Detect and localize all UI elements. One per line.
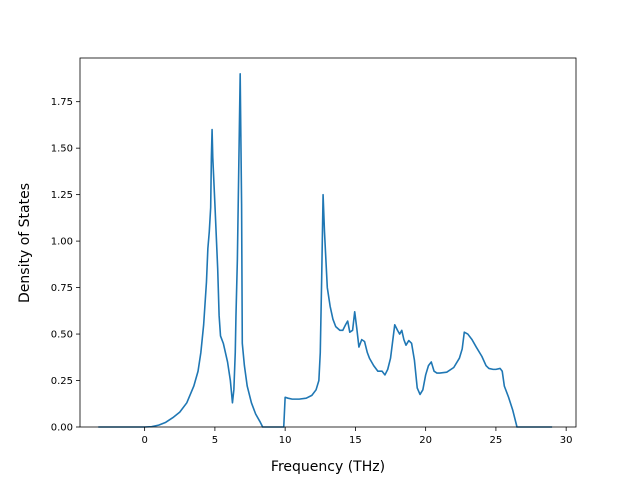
x-tick-label: 20	[419, 435, 432, 446]
y-tick-label: 1.25	[51, 190, 73, 201]
y-tick-label: 0.00	[51, 423, 73, 434]
x-tick-label: 15	[349, 435, 362, 446]
y-tick-label: 0.75	[51, 283, 73, 294]
y-tick-label: 0.25	[51, 376, 73, 387]
y-tick-label: 1.50	[51, 144, 73, 155]
x-tick-label: 10	[279, 435, 292, 446]
x-axis-ticks: 0 5 10 15 20 25 30	[141, 427, 573, 446]
x-tick-label: 5	[212, 435, 218, 446]
y-axis-ticks: 0.00 0.25 0.50 0.75 1.00 1.25 1.50 1.75	[51, 97, 80, 434]
x-axis-label: Frequency (THz)	[271, 459, 385, 475]
x-tick-label: 30	[560, 435, 573, 446]
y-tick-label: 1.00	[51, 237, 73, 248]
y-tick-label: 1.75	[51, 97, 73, 108]
y-axis-label: Density of States	[17, 183, 33, 303]
y-tick-label: 0.50	[51, 330, 73, 341]
plot-frame	[79, 57, 577, 428]
x-tick-label: 25	[490, 435, 503, 446]
plot-area	[98, 73, 553, 428]
x-tick-label: 0	[141, 435, 147, 446]
dos-series-line	[98, 73, 553, 428]
